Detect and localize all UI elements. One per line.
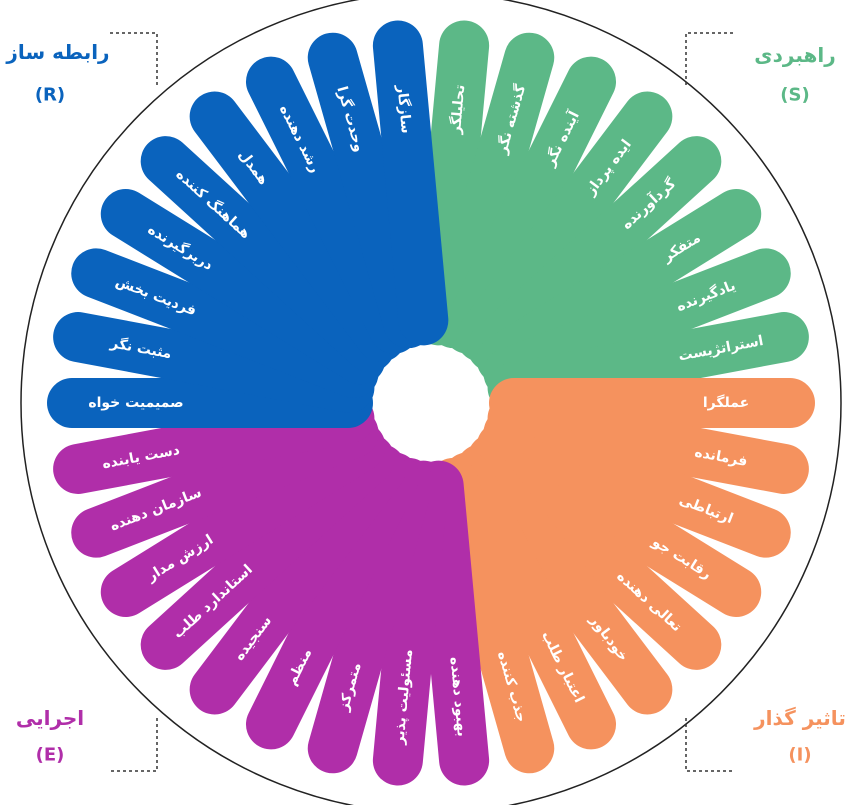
center-hole [375,347,487,459]
petal-label: صمیمیت خواه [88,395,183,411]
petal-label: بهبود دهنده [447,656,470,737]
group-title: راهبردی [754,43,835,67]
petal [189,444,406,715]
group-code: (S) [780,85,809,106]
bracket [110,32,158,86]
petal [53,312,375,413]
group-code: (R) [35,85,65,106]
group-code: (E) [36,745,65,766]
petal [467,433,722,670]
petals: تحلیلگر گذشته نگر آینده نگر ایده پردازگردآو… [47,20,815,786]
group-title: اجرایی [16,706,84,730]
group-title: تاثیر گذار [753,706,846,730]
bracket [685,32,733,86]
petal [487,393,809,494]
petal [372,460,449,786]
petal [100,189,386,385]
petal [456,91,673,362]
petal-label: عملگرا [703,394,749,411]
bracket [685,718,733,772]
group-code: (I) [788,745,811,766]
petal-label: تحلیلگر [447,84,469,136]
bracket [110,718,158,772]
petal [483,407,791,558]
petal [428,32,555,349]
petal-label: سازگار [393,83,414,134]
petal [442,56,617,354]
petal [372,20,449,346]
petal [140,136,395,373]
petal [476,421,762,617]
petal [71,248,379,399]
petal [307,457,434,774]
petal [245,452,420,750]
group-title: رابطه ساز [5,40,109,64]
